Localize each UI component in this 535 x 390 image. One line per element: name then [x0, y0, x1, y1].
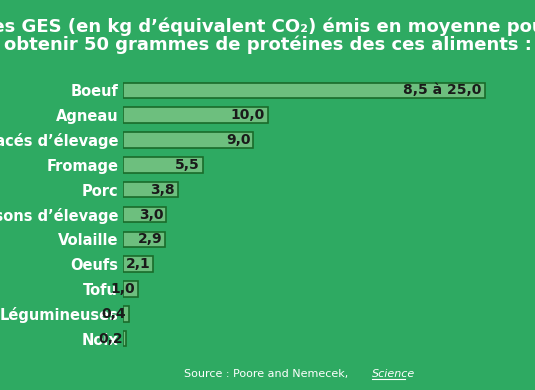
Text: 5,5: 5,5: [175, 158, 200, 172]
Bar: [123, 331, 126, 346]
Text: 2,1: 2,1: [126, 257, 150, 271]
Bar: [123, 257, 154, 272]
Text: 3,8: 3,8: [150, 183, 175, 197]
Text: 9,0: 9,0: [226, 133, 250, 147]
Bar: [123, 157, 203, 172]
Text: 1,0: 1,0: [110, 282, 135, 296]
Bar: [123, 132, 253, 148]
Bar: [123, 207, 166, 222]
Text: obtenir 50 grammes de protéines des ces aliments :: obtenir 50 grammes de protéines des ces …: [4, 35, 531, 53]
Text: Source : Poore and Nemecek,: Source : Poore and Nemecek,: [184, 369, 351, 379]
Bar: [123, 83, 485, 98]
Bar: [123, 107, 268, 123]
Bar: [123, 182, 178, 197]
Bar: [123, 306, 129, 322]
Text: 0,2: 0,2: [98, 332, 123, 346]
Text: 10,0: 10,0: [231, 108, 265, 122]
Text: 2,9: 2,9: [137, 232, 162, 246]
Text: 8,5 à 25,0: 8,5 à 25,0: [403, 83, 482, 97]
Text: Les GES (en kg d’équivalent CO₂) émis en moyenne pour: Les GES (en kg d’équivalent CO₂) émis en…: [0, 18, 535, 36]
Text: 0,4: 0,4: [101, 307, 126, 321]
Text: Science: Science: [372, 369, 415, 379]
Text: 3,0: 3,0: [139, 207, 164, 222]
Bar: [123, 232, 165, 247]
Bar: [123, 281, 137, 297]
